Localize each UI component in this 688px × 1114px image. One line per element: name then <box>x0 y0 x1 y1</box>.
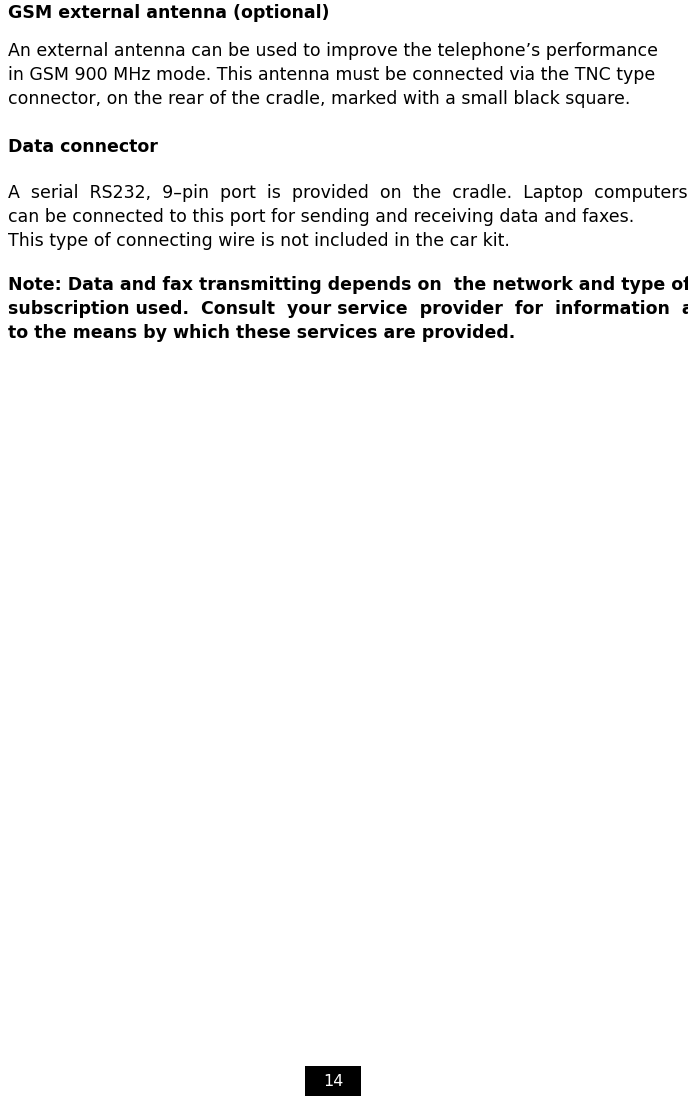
Text: can be connected to this port for sending and receiving data and faxes.: can be connected to this port for sendin… <box>8 208 634 226</box>
Text: Note: Data and fax transmitting depends on  the network and type of: Note: Data and fax transmitting depends … <box>8 276 688 294</box>
Text: to the means by which these services are provided.: to the means by which these services are… <box>8 324 515 342</box>
Text: A  serial  RS232,  9–pin  port  is  provided  on  the  cradle.  Laptop  computer: A serial RS232, 9–pin port is provided o… <box>8 184 687 202</box>
Text: 14: 14 <box>323 1074 343 1088</box>
Text: subscription used.  Consult  your service  provider  for  information  as: subscription used. Consult your service … <box>8 300 688 317</box>
Text: This type of connecting wire is not included in the car kit.: This type of connecting wire is not incl… <box>8 232 510 250</box>
Bar <box>305 1066 361 1096</box>
Text: An external antenna can be used to improve the telephone’s performance: An external antenna can be used to impro… <box>8 42 658 60</box>
Text: connector, on the rear of the cradle, marked with a small black square.: connector, on the rear of the cradle, ma… <box>8 90 630 108</box>
Text: GSM external antenna (optional): GSM external antenna (optional) <box>8 4 330 22</box>
Text: Data connector: Data connector <box>8 138 158 156</box>
Text: in GSM 900 MHz mode. This antenna must be connected via the TNC type: in GSM 900 MHz mode. This antenna must b… <box>8 66 655 84</box>
